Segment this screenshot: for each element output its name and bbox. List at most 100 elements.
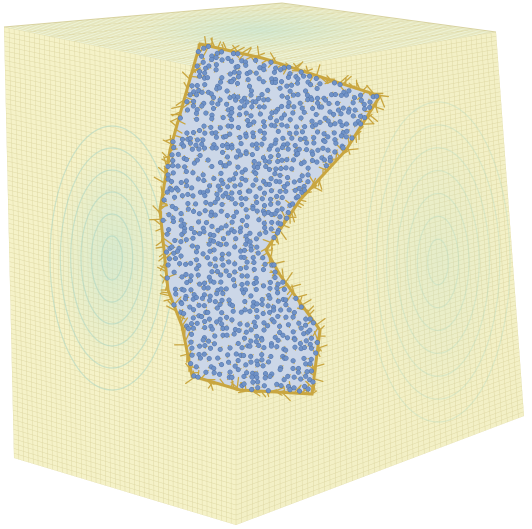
lipid-head-bead bbox=[352, 107, 358, 113]
lipid-head-bead bbox=[259, 352, 265, 358]
lipid-head-bead bbox=[298, 325, 304, 331]
lipid-head-bead bbox=[283, 314, 289, 320]
lipid-tail bbox=[175, 99, 185, 106]
lipid-head-bead bbox=[172, 286, 178, 292]
vortex-ring bbox=[385, 147, 491, 377]
lipid-head-bead bbox=[295, 76, 301, 82]
lipid-tail bbox=[318, 178, 323, 190]
lipid-head-bead bbox=[200, 59, 206, 65]
lipid-head-bead bbox=[282, 297, 289, 303]
lipid-tail bbox=[192, 61, 196, 71]
lipid-head-bead bbox=[170, 219, 177, 225]
lipid-head-bead bbox=[257, 185, 263, 191]
lipid-head-bead bbox=[197, 355, 204, 361]
lipid-head-bead bbox=[220, 181, 226, 187]
lipid-head-bead bbox=[201, 303, 207, 309]
lipid-tail bbox=[291, 284, 296, 296]
lipid-head-bead bbox=[164, 189, 170, 195]
lipid-head-bead bbox=[268, 176, 274, 182]
lipid-head-bead bbox=[323, 163, 329, 169]
lipid-head-bead bbox=[260, 255, 266, 261]
lipid-head-bead bbox=[339, 122, 345, 129]
lipid-head-bead bbox=[299, 105, 305, 111]
lipid-head-bead bbox=[224, 154, 231, 160]
lipid-tail bbox=[356, 82, 361, 91]
lipid-head-bead bbox=[279, 157, 285, 163]
lipid-head-bead bbox=[284, 141, 290, 147]
lipid-head-bead bbox=[261, 123, 267, 129]
lipid-head-bead bbox=[268, 154, 274, 160]
lipid-tail bbox=[311, 384, 316, 392]
lipid-head-bead bbox=[187, 304, 193, 310]
lipid-head-bead bbox=[272, 269, 278, 275]
lipid-tail bbox=[183, 326, 186, 340]
lipid-head-bead bbox=[209, 326, 215, 332]
lipid-head-bead bbox=[274, 344, 280, 350]
lipid-tail bbox=[163, 155, 170, 159]
lipid-head-bead bbox=[351, 95, 358, 101]
lipid-head-bead bbox=[327, 109, 333, 115]
lipid-head-bead bbox=[226, 359, 232, 365]
lipid-head-bead bbox=[243, 329, 249, 335]
lipid-tail bbox=[221, 43, 225, 50]
lipid-head-bead bbox=[230, 308, 236, 314]
lipid-head-bead bbox=[285, 146, 291, 152]
lipid-head-bead bbox=[275, 281, 281, 287]
lipid-head-bead bbox=[321, 157, 327, 163]
lipid-head-bead bbox=[239, 169, 245, 175]
grid-line bbox=[236, 411, 524, 521]
lipid-head-bead bbox=[274, 118, 280, 124]
lipid-head-bead bbox=[254, 301, 260, 307]
lipid-head-bead bbox=[374, 93, 380, 99]
lipid-head-bead bbox=[229, 145, 235, 151]
lipid-head-bead bbox=[206, 338, 212, 344]
lipid-head-bead bbox=[219, 310, 225, 316]
grid-line bbox=[12, 414, 236, 481]
lipid-head-bead bbox=[248, 247, 254, 253]
lipid-head-bead bbox=[201, 280, 208, 286]
lipid-head-bead bbox=[188, 225, 194, 232]
lipid-head-bead bbox=[285, 373, 291, 379]
lipid-head-bead bbox=[314, 95, 321, 101]
vortex-ring bbox=[406, 192, 470, 332]
lipid-tail bbox=[158, 252, 165, 258]
lipid-head-bead bbox=[248, 113, 254, 119]
lipid-head-bead bbox=[274, 285, 280, 291]
lipid-head-bead bbox=[183, 237, 189, 243]
lipid-head-bead bbox=[259, 196, 265, 202]
lipid-head-bead bbox=[254, 145, 260, 152]
vortex-top bbox=[140, 8, 380, 52]
lipid-head-bead bbox=[279, 93, 285, 99]
lipid-head-bead bbox=[308, 345, 314, 351]
lipid-head-bead bbox=[235, 367, 241, 373]
lipid-head-beads bbox=[160, 43, 380, 394]
lipid-tail bbox=[346, 146, 351, 155]
lipid-head-bead bbox=[274, 381, 280, 387]
lipid-head-bead bbox=[284, 181, 291, 187]
lipid-head-bead bbox=[239, 98, 245, 104]
lipid-head-bead bbox=[238, 309, 244, 315]
lipid-head-bead bbox=[314, 159, 320, 165]
grid-line bbox=[11, 362, 236, 426]
lipid-head-bead bbox=[233, 154, 239, 160]
lipid-head-bead bbox=[247, 188, 253, 194]
lipid-head-bead bbox=[196, 211, 202, 217]
lipid-head-bead bbox=[170, 139, 176, 145]
lipid-head-bead bbox=[340, 145, 346, 151]
lipid-head-bead bbox=[217, 301, 223, 308]
lipid-head-bead bbox=[331, 111, 337, 117]
lipid-head-bead bbox=[183, 178, 189, 184]
lipid-tail bbox=[335, 143, 345, 153]
vortex-ring bbox=[375, 124, 501, 400]
lipid-head-bead bbox=[265, 87, 271, 93]
lipid-head-bead bbox=[223, 241, 229, 247]
lipid-tail bbox=[155, 246, 165, 249]
lipid-head-bead bbox=[261, 220, 267, 226]
lipid-head-bead bbox=[332, 149, 338, 155]
lipid-head-bead bbox=[253, 70, 259, 76]
lipid-head-bead bbox=[232, 283, 238, 289]
lipid-tail bbox=[153, 176, 166, 184]
lipid-tail bbox=[307, 309, 312, 319]
lipid-head-bead bbox=[293, 130, 299, 136]
